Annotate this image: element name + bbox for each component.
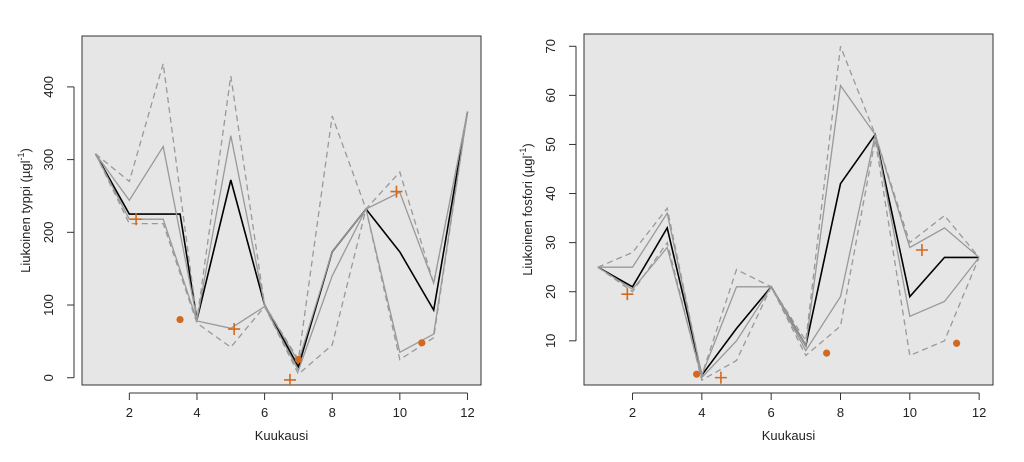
x-tick-label: 2 [629, 405, 636, 420]
series-line-lower-quartile [597, 134, 980, 379]
plot-area [583, 33, 994, 386]
chart-nitrogen: 2 4 6 8 10 12 Kuukausi 0 100 200 300 400 Liukoinen t… [16, 35, 482, 443]
y-tick-label: 60 [543, 88, 558, 102]
x-tick-label: 8 [329, 405, 336, 420]
dot-marker [953, 339, 961, 347]
y-tick-label: 400 [41, 76, 56, 98]
y-tick-label: 200 [41, 221, 56, 243]
x-tick-label: 6 [768, 405, 775, 420]
y-axis-label-tail: ) [520, 143, 535, 147]
y-axis-label: Liukoinen fosfori (µgl-1) [518, 143, 535, 276]
plus-marker [915, 244, 928, 256]
series-line-maximum [95, 63, 469, 362]
plus-marker [714, 371, 727, 384]
x-tick-label: 10 [393, 405, 407, 420]
y-axis-label-main: Liukoinen fosfori (µgl [520, 155, 535, 275]
x-tick-label: 4 [193, 405, 200, 420]
x-tick-label: 12 [972, 405, 986, 420]
x-axis-label: Kuukausi [255, 428, 309, 443]
plus-marker [621, 288, 634, 301]
y-tick-label: 100 [41, 294, 56, 316]
plus-marker [390, 185, 403, 198]
y-tick-label: 40 [543, 186, 558, 200]
dot-marker [823, 349, 831, 357]
y-tick-label: 0 [41, 374, 56, 381]
y-tick-label: 50 [543, 137, 558, 151]
x-tick-label: 10 [903, 405, 917, 420]
plus-marker [283, 373, 296, 386]
y-tick-label: 20 [543, 284, 558, 298]
y-axis-label-sup: -1 [16, 153, 26, 161]
chart-phosphorus: 2 4 6 8 10 12 Kuukausi 10 20 30 40 50 60 70 Liukoinen … [518, 33, 994, 443]
series-line-maximum [597, 46, 980, 378]
y-axis-label-main: Liukoinen typpi (µgl [18, 160, 33, 272]
dot-marker [294, 355, 303, 364]
series-line-minimum [94, 111, 469, 376]
y-tick-label: 300 [41, 149, 56, 171]
dot-marker [418, 339, 426, 347]
y-axis-label-tail: ) [18, 148, 33, 152]
x-tick-label: 12 [460, 405, 474, 420]
x-tick-label: 6 [261, 405, 268, 420]
y-tick-label: 70 [543, 39, 558, 53]
y-axis-label: Liukoinen typpi (µgl-1) [16, 148, 33, 273]
series-line-minimum [597, 139, 980, 382]
dot-marker [693, 370, 701, 378]
x-tick-label: 4 [698, 405, 705, 420]
y-tick-label: 30 [543, 235, 558, 249]
plot-area [81, 35, 482, 386]
plus-marker [228, 323, 241, 336]
series-line-upper-quartile [597, 83, 980, 378]
x-tick-label: 2 [126, 405, 133, 420]
plus-marker [130, 213, 143, 226]
series-line-lower-quartile [94, 111, 469, 373]
x-axis-label: Kuukausi [762, 428, 816, 443]
x-tick-label: 8 [837, 405, 844, 420]
y-axis-label-sup: -1 [518, 148, 528, 156]
dot-marker [176, 315, 184, 324]
y-tick-label: 10 [543, 334, 558, 348]
